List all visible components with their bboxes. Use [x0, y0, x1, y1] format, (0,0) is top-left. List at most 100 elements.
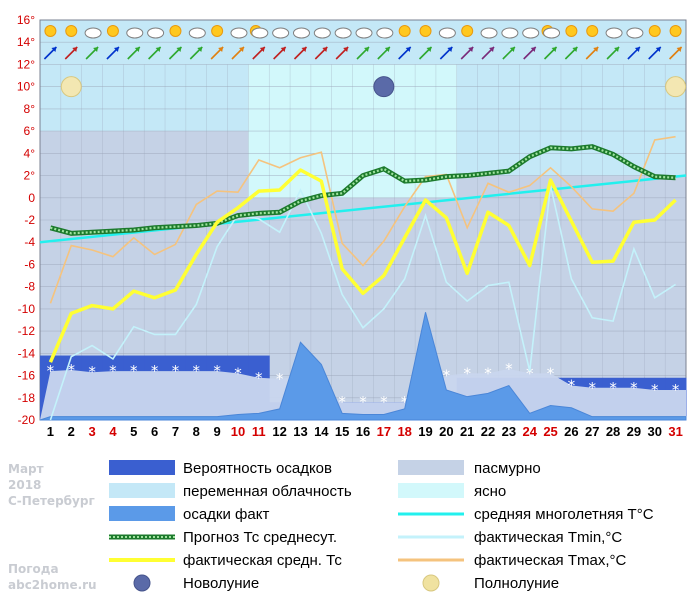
- x-tick-label: 29: [627, 424, 641, 439]
- site-label-2: abc2home.ru: [8, 578, 97, 592]
- cloud-icon: [522, 27, 540, 39]
- sun-icon: [461, 25, 474, 37]
- snow-mark: *: [193, 362, 201, 380]
- legend: Вероятность осадков пасмурно переменная об…: [109, 460, 654, 592]
- snow-mark: *: [151, 362, 159, 380]
- forecast-line-dots: [50, 145, 676, 235]
- snow-mark: *: [213, 362, 221, 380]
- wind-arrow-head: [155, 47, 161, 52]
- month-label: Март: [8, 462, 44, 476]
- snow-mark: *: [130, 362, 138, 380]
- wind-arrow-head: [238, 47, 244, 52]
- x-axis-ticks: 1 2 3 4 5 6 7 8 9 10 11 12 13 14 15 16 17 18 19 20 21 22 23 24 2…: [47, 424, 683, 439]
- wind-arrow-head: [343, 47, 349, 52]
- wind-arrow-head: [447, 47, 453, 52]
- wind-arrow-head: [197, 47, 203, 52]
- y-tick-label: -14: [18, 346, 36, 360]
- cloud-icon: [480, 27, 498, 39]
- y-tick-label: 2°: [24, 169, 36, 183]
- sun-icon: [669, 25, 682, 37]
- legend-label: средняя многолетняя T°C: [474, 506, 654, 523]
- snow-mark: *: [338, 393, 346, 411]
- sun-icon: [586, 25, 599, 37]
- legend-label: Полнолуние: [474, 575, 559, 592]
- wind-arrow-head: [405, 47, 411, 52]
- x-tick-label: 16: [356, 424, 370, 439]
- weather-icon-strip: [44, 25, 682, 39]
- snow-mark: *: [463, 364, 471, 382]
- sun-icon: [419, 25, 432, 37]
- cloud-icon: [84, 27, 102, 39]
- x-tick-label: 30: [648, 424, 662, 439]
- sun-icon: [65, 25, 78, 37]
- x-tick-label: 14: [314, 424, 329, 439]
- snow-mark: *: [109, 362, 117, 380]
- sun-icon: [211, 25, 224, 37]
- snow-mark: *: [47, 362, 55, 380]
- x-tick-label: 19: [418, 424, 432, 439]
- wind-arrow-head: [468, 47, 474, 52]
- snow-mark: *: [443, 367, 451, 385]
- wind-arrow-head: [93, 47, 99, 52]
- wind-arrow-head: [176, 47, 182, 52]
- tmax-line: [49, 135, 676, 304]
- legend-label: Вероятность осадков: [183, 460, 332, 477]
- x-tick-label: 12: [272, 424, 286, 439]
- y-tick-label: -2: [24, 213, 35, 227]
- new-moon-icon: [373, 76, 395, 98]
- x-tick-label: 18: [397, 424, 411, 439]
- x-tick-label: 27: [585, 424, 599, 439]
- x-tick-label: 7: [172, 424, 179, 439]
- wind-arrow-head: [530, 47, 536, 52]
- sun-icon: [169, 25, 182, 37]
- cloud-icon: [272, 27, 290, 39]
- legend-swatch: [109, 506, 175, 521]
- legend-label: Новолуние: [183, 575, 259, 592]
- snow-mark: *: [88, 363, 96, 381]
- y-tick-label: 14°: [17, 35, 35, 49]
- y-tick-label: -4: [24, 235, 35, 249]
- cloud-icon: [334, 27, 352, 39]
- x-tick-label: 1: [47, 424, 54, 439]
- cloud-icon: [188, 27, 206, 39]
- legend-label: Прогноз Тс среднесут.: [183, 529, 337, 546]
- legend-label: переменная облачность: [183, 483, 352, 500]
- x-tick-label: 22: [481, 424, 495, 439]
- x-tick-label: 4: [109, 424, 117, 439]
- snow-mark: *: [401, 393, 409, 411]
- snow-mark: *: [276, 370, 284, 388]
- wind-arrow-head: [572, 47, 578, 52]
- sun-icon: [648, 25, 661, 37]
- wind-arrow-head: [113, 47, 119, 52]
- wind-arrow-head: [614, 47, 620, 52]
- snow-mark: *: [588, 379, 596, 397]
- climate-mean-line: [39, 174, 687, 244]
- wind-arrow-head: [509, 47, 515, 52]
- cloud-icon: [147, 27, 165, 39]
- sun-icon: [44, 25, 57, 37]
- x-tick-label: 28: [606, 424, 620, 439]
- y-tick-label: 16°: [17, 13, 35, 27]
- y-tick-label: 6°: [24, 124, 36, 138]
- legend-label: пасмурно: [474, 460, 541, 477]
- x-tick-label: 9: [214, 424, 221, 439]
- precip-fact-area: [39, 312, 687, 421]
- x-tick-label: 6: [151, 424, 158, 439]
- y-tick-label: 12°: [17, 57, 35, 71]
- y-tick-label: -18: [18, 391, 36, 405]
- x-tick-label: 21: [460, 424, 474, 439]
- snow-mark: *: [484, 364, 492, 382]
- cloud-icon: [355, 27, 373, 39]
- y-tick-label: 0: [28, 191, 35, 205]
- cloud-icon: [438, 27, 456, 39]
- wind-arrow-head: [280, 47, 286, 52]
- site-label-1: Погода: [8, 562, 59, 576]
- snow-mark: *: [526, 364, 534, 382]
- y-tick-label: 10°: [17, 80, 35, 94]
- legend-label: фактическая средн. Тс: [183, 552, 342, 569]
- legend-swatch: [398, 460, 464, 475]
- x-tick-label: 15: [335, 424, 349, 439]
- wind-arrow-head: [218, 47, 224, 52]
- new-moon-icon: [133, 574, 151, 592]
- wind-arrow-head: [551, 47, 557, 52]
